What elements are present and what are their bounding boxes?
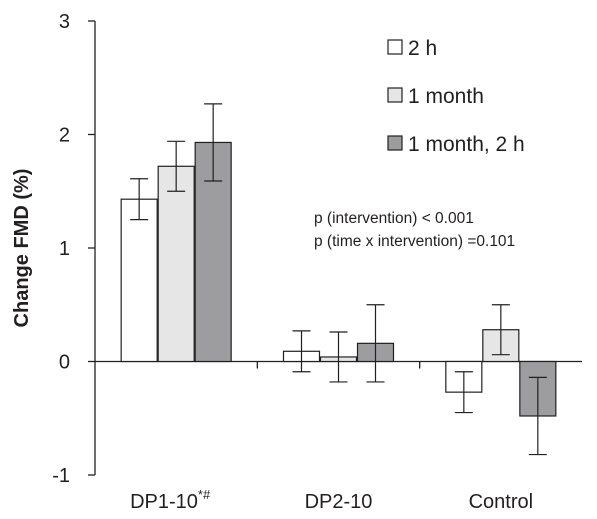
y-axis-label: Change FMD (%) <box>11 169 33 328</box>
category-name: DP1-10 <box>130 491 198 513</box>
y-tick-label: 3 <box>59 11 70 33</box>
category-superscript: *# <box>198 487 211 502</box>
legend-label: 2 h <box>408 37 437 60</box>
y-tick-label: -1 <box>52 465 70 487</box>
y-tick-label: 2 <box>59 125 70 147</box>
legend-swatch <box>387 87 403 103</box>
x-tick-label: DP1-10*# <box>130 487 211 513</box>
y-tick-label: 0 <box>59 352 70 374</box>
category-name: DP2-10 <box>305 491 373 513</box>
y-tick-label: 1 <box>59 238 70 260</box>
legend-swatch <box>387 135 403 151</box>
bar <box>157 165 195 363</box>
x-tick-label: DP2-10 <box>305 491 373 513</box>
legend-label: 1 month, 2 h <box>408 133 525 156</box>
bar <box>120 198 158 363</box>
category-name: Control <box>469 491 533 513</box>
legend: 2 h 1 month 1 month, 2 h <box>387 37 525 156</box>
axes: 3 2 1 0 -1 DP1-10*# DP2-10 Control <box>52 11 582 513</box>
legend-label: 1 month <box>408 85 484 108</box>
annotation-p-intervention: p (intervention) < 0.001 <box>314 210 474 227</box>
annotation-p-time-intervention: p (time x intervention) =0.101 <box>314 233 515 250</box>
error-bars <box>130 103 547 456</box>
legend-swatch <box>387 39 403 55</box>
bars <box>120 141 557 417</box>
x-tick-label: Control <box>469 491 533 513</box>
